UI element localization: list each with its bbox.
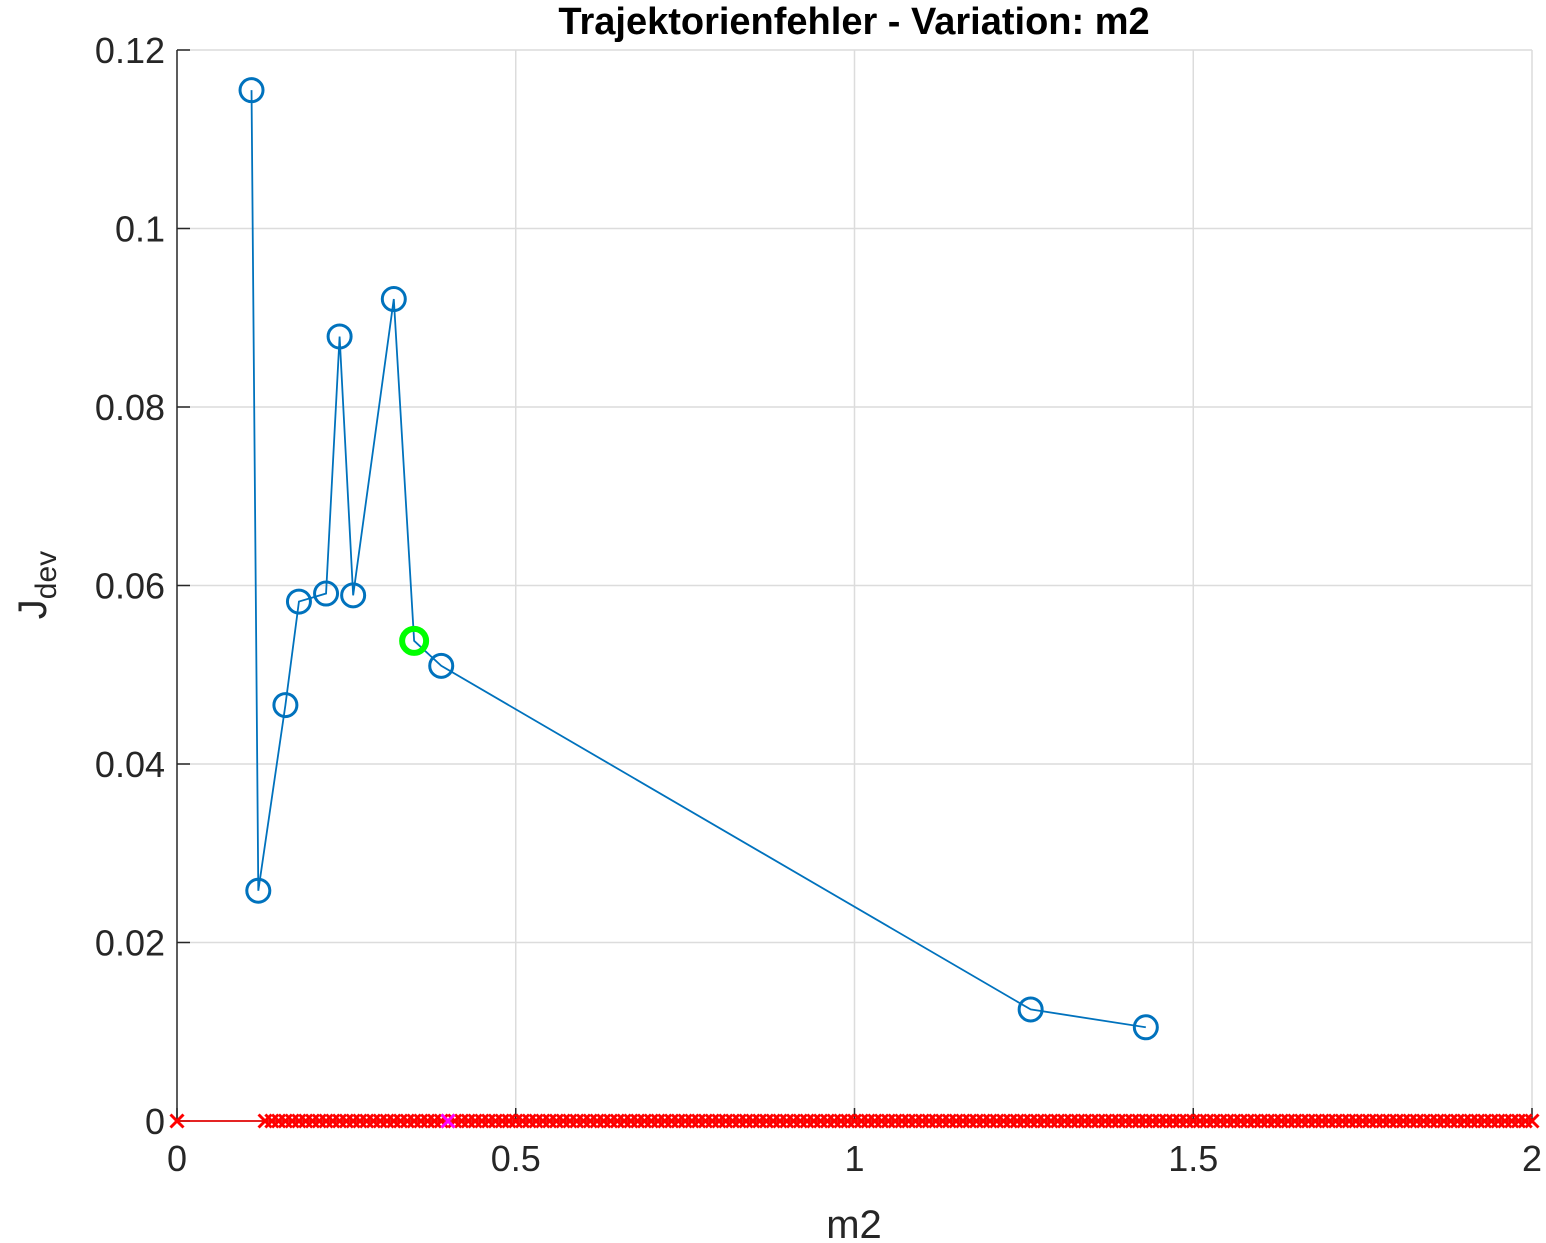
x-tick-label: 1.5 bbox=[1168, 1138, 1218, 1179]
data-point bbox=[380, 286, 407, 313]
reference-point bbox=[440, 1113, 456, 1129]
y-tick-label: 0.02 bbox=[95, 923, 165, 964]
data-point bbox=[1132, 1014, 1159, 1041]
y-axis-label-sub: dev bbox=[30, 551, 63, 599]
failed-point bbox=[1524, 1113, 1540, 1129]
data-point bbox=[326, 323, 353, 350]
tick-labels: 0 0.5 1 1.5 2 0 0.02 0.04 0.06 0.08 0.1 0.12 bbox=[95, 30, 1542, 1179]
data-point bbox=[313, 580, 340, 607]
data-series bbox=[238, 77, 1159, 1041]
highlight-point bbox=[399, 625, 430, 656]
y-tick-label: 0.1 bbox=[115, 209, 165, 250]
y-tick-label: 0.04 bbox=[95, 744, 165, 785]
x-tick-label: 2 bbox=[1522, 1138, 1542, 1179]
chart-title: Trajektorienfehler - Variation: m2 bbox=[558, 1, 1149, 43]
data-point bbox=[340, 582, 367, 609]
y-tick-label: 0.12 bbox=[95, 30, 165, 71]
y-tick-label: 0.06 bbox=[95, 566, 165, 607]
data-point bbox=[245, 877, 272, 904]
reference-point-stroke-b bbox=[440, 1113, 456, 1129]
data-point bbox=[428, 652, 455, 679]
failed-point-stroke-b bbox=[169, 1113, 185, 1129]
y-axis-label-main: J bbox=[11, 599, 55, 619]
x-tick-label: 1 bbox=[844, 1138, 864, 1179]
failed-point bbox=[169, 1113, 185, 1129]
x-tick-label: 0.5 bbox=[491, 1138, 541, 1179]
data-point bbox=[272, 692, 299, 719]
x-axis-label: m2 bbox=[826, 1203, 882, 1243]
data-point bbox=[285, 588, 312, 615]
failed-point-stroke-b bbox=[1524, 1113, 1540, 1129]
x-tick-label: 0 bbox=[167, 1138, 187, 1179]
data-point bbox=[1017, 996, 1044, 1023]
y-axis-label: Jdev bbox=[11, 551, 63, 619]
y-tick-label: 0 bbox=[145, 1101, 165, 1142]
series-line bbox=[250, 90, 1146, 1029]
data-point bbox=[238, 77, 265, 104]
failed-markers bbox=[169, 1113, 1540, 1129]
grid-lines bbox=[177, 49, 1533, 1121]
y-tick-label: 0.08 bbox=[95, 387, 165, 428]
